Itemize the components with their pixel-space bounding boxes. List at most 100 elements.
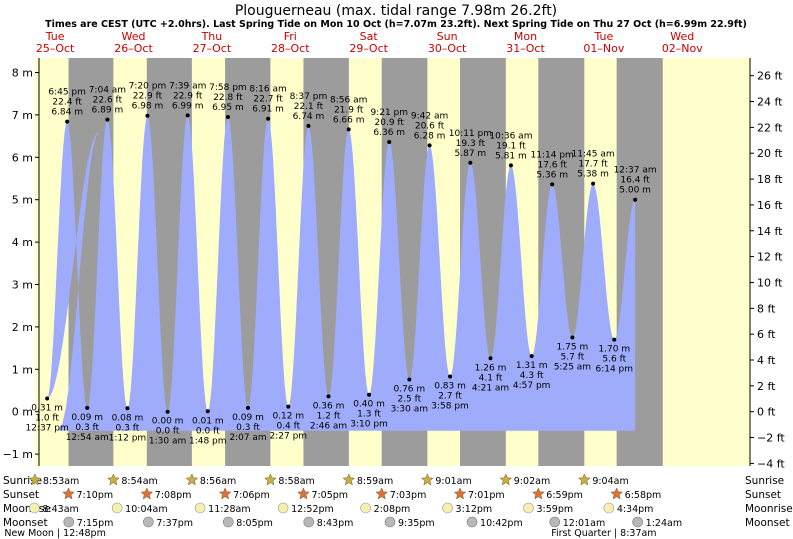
left-tick-label: 6 m bbox=[12, 151, 33, 164]
low-tide-label: 0.3 ft bbox=[236, 423, 260, 433]
axes: 8 m 7 m 6 m 5 m 4 m 3 m 2 m 1 m 0 m −1 m 26 ft 24 f… bbox=[3, 58, 785, 470]
day-header: Tue25–OctWed26–OctThu27–OctFri28–OctSat2… bbox=[36, 30, 703, 55]
sunrise-icon bbox=[577, 473, 591, 486]
sunrise-icon bbox=[420, 473, 434, 486]
high-tide-label: 6.95 m bbox=[212, 103, 244, 113]
moonrise-icon bbox=[523, 502, 534, 514]
day-name: Mon bbox=[514, 30, 537, 43]
high-tide-label: 6.28 m bbox=[414, 131, 446, 141]
low-tide-label: 2:27 pm bbox=[270, 432, 308, 442]
right-tick-label: 2 ft bbox=[757, 380, 776, 393]
sunset-time: 7:05pm bbox=[311, 490, 348, 501]
low-tide-label: 0.00 m bbox=[152, 417, 184, 427]
moonrise-time: 3:12pm bbox=[456, 504, 493, 515]
low-tide-label: 1.26 m bbox=[475, 363, 507, 373]
low-tide-label: 0.31 m bbox=[31, 404, 63, 414]
low-tide-label: 0.01 m bbox=[192, 416, 224, 426]
moon-phase-label: First Quarter | 8:37am bbox=[551, 528, 656, 539]
high-tide-label: 21.9 ft bbox=[334, 105, 364, 115]
right-tick-label: 6 ft bbox=[757, 328, 776, 341]
low-tide-label: 2:07 am bbox=[229, 433, 266, 443]
high-tide-label: 5.38 m bbox=[577, 170, 609, 180]
high-tide-label: 6.98 m bbox=[132, 102, 164, 112]
high-tide-label: 7:39 am bbox=[169, 81, 206, 91]
high-tide-label: 6.36 m bbox=[373, 128, 405, 138]
moonrise-time: 11:28am bbox=[208, 504, 250, 515]
low-tide-label: 1.2 ft bbox=[317, 411, 341, 421]
right-tick-label: 16 ft bbox=[757, 199, 783, 212]
low-tide-label: 4.1 ft bbox=[479, 373, 503, 383]
moonset-icon bbox=[143, 516, 154, 528]
sunrise-icon bbox=[107, 473, 120, 486]
moonrise-icon bbox=[360, 502, 371, 514]
moonset-icon bbox=[384, 516, 396, 528]
high-tide-label: 20.6 ft bbox=[415, 121, 445, 131]
high-tide-label: 5.00 m bbox=[619, 186, 651, 196]
right-tick-label: 22 ft bbox=[757, 121, 783, 134]
high-tide-label: 22.9 ft bbox=[133, 92, 163, 102]
moonset-icon bbox=[466, 516, 478, 528]
sunrise-icon bbox=[185, 473, 199, 486]
high-tide-label: 5.36 m bbox=[536, 170, 568, 180]
day-name: Fri bbox=[284, 30, 297, 43]
tide-point bbox=[508, 163, 513, 168]
sunset-time: 7:08pm bbox=[155, 490, 192, 501]
low-tide-label: 12:37 pm bbox=[25, 424, 68, 434]
low-tide-label: 0.40 m bbox=[353, 400, 385, 410]
tide-point bbox=[266, 116, 271, 121]
low-tide-label: 3:10 pm bbox=[350, 420, 388, 430]
tide-point bbox=[165, 409, 170, 414]
sunset-time: 6:58pm bbox=[625, 490, 662, 501]
high-tide-label: 8:37 pm bbox=[290, 92, 328, 102]
low-tide-label: 1.70 m bbox=[598, 345, 630, 355]
high-tide-label: 5.87 m bbox=[455, 149, 487, 159]
low-tide-label: 0.36 m bbox=[313, 401, 345, 411]
sunset-icon bbox=[453, 487, 467, 500]
tide-point bbox=[612, 337, 617, 342]
sunrise-time: 9:02am bbox=[514, 476, 550, 487]
low-tide-label: 2.5 ft bbox=[397, 394, 421, 404]
sunrise-icon bbox=[264, 473, 277, 486]
low-tide-label: 0.3 ft bbox=[116, 423, 140, 433]
low-tide-label: 0.09 m bbox=[232, 413, 264, 423]
day-date: 30–Oct bbox=[428, 42, 467, 55]
tide-point bbox=[65, 119, 70, 124]
day-date: 02–Nov bbox=[662, 42, 703, 55]
left-tick-label: 7 m bbox=[12, 109, 33, 122]
sunrise-time: 9:04am bbox=[592, 476, 628, 487]
tide-point bbox=[570, 335, 575, 340]
low-tide-label: 4:21 am bbox=[472, 383, 509, 393]
high-tide-label: 7:58 pm bbox=[209, 83, 247, 93]
right-tick-label: 8 ft bbox=[757, 302, 776, 315]
low-tide-label: 0.83 m bbox=[434, 382, 466, 392]
sunrise-icon bbox=[342, 473, 356, 486]
right-tick-label: 18 ft bbox=[757, 173, 783, 186]
tide-point bbox=[488, 356, 493, 361]
high-tide-label: 7:20 pm bbox=[129, 82, 167, 92]
low-tide-label: 0.08 m bbox=[112, 413, 144, 423]
low-tide-label: 3:58 pm bbox=[431, 402, 469, 412]
high-tide-label: 20.9 ft bbox=[375, 118, 405, 128]
low-tide-label: 4:57 pm bbox=[513, 381, 551, 391]
high-tide-label: 6:45 pm bbox=[48, 88, 86, 98]
sunrise-icon bbox=[28, 473, 42, 486]
moonset-icon bbox=[303, 516, 315, 528]
high-tide-label: 22.1 ft bbox=[294, 102, 324, 112]
high-tide-label: 19.3 ft bbox=[456, 139, 486, 149]
low-tide-label: 0.3 ft bbox=[75, 423, 99, 433]
tide-point bbox=[205, 409, 210, 414]
right-tick-label: 24 ft bbox=[757, 96, 783, 109]
day-name: Wed bbox=[670, 30, 694, 43]
day-date: 25–Oct bbox=[36, 42, 75, 55]
high-tide-label: 8:56 am bbox=[330, 95, 367, 105]
high-tide-label: 22.9 ft bbox=[173, 91, 203, 101]
tide-point bbox=[427, 143, 432, 148]
tide-curve bbox=[47, 115, 636, 431]
tide-point bbox=[633, 197, 638, 202]
moonset-time: 12:01am bbox=[563, 518, 605, 529]
tide-point bbox=[225, 115, 230, 120]
daylight-band bbox=[662, 58, 750, 466]
day-date: 29–Oct bbox=[349, 42, 388, 55]
sunrise-icon bbox=[499, 473, 513, 486]
left-tick-label: −1 m bbox=[3, 448, 33, 461]
